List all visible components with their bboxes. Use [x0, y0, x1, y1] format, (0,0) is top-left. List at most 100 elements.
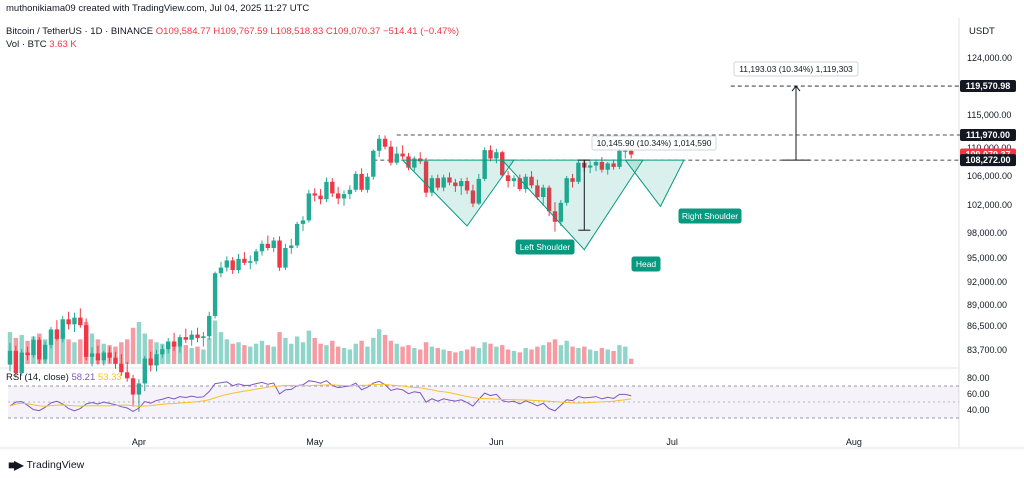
- rsi-label[interactable]: RSI (14, close): [6, 372, 69, 383]
- left-shoulder-label: Left Shoulder: [515, 239, 575, 255]
- candle-body: [277, 240, 282, 268]
- volume-bar: [429, 346, 435, 364]
- volume-bar: [306, 330, 312, 364]
- candle-body: [564, 178, 569, 203]
- candle-body: [628, 150, 634, 155]
- price-tick-label: 89,000.00: [967, 300, 1007, 310]
- left-shoulder-label-bg: [515, 239, 575, 255]
- candle-body: [48, 329, 54, 345]
- volume-bar: [248, 346, 253, 364]
- target-measure-label-bg: [733, 61, 859, 77]
- volume-bar: [488, 343, 493, 364]
- candle-body: [142, 358, 147, 384]
- volume-bar: [587, 349, 593, 364]
- volume-bar: [195, 346, 200, 364]
- price-tick-label: 115,000.00: [967, 110, 1011, 120]
- rsi-legend: RSI (14, close) 58.21 53.33: [6, 372, 122, 383]
- candle-body: [207, 315, 212, 337]
- volume-bar: [470, 346, 476, 364]
- candle-body: [464, 181, 470, 191]
- candle-body: [13, 350, 19, 374]
- candle-body: [476, 178, 481, 204]
- candle-body: [19, 352, 24, 374]
- volume-bar: [376, 329, 382, 364]
- volume-bar: [558, 345, 564, 364]
- volume-bar: [605, 349, 610, 364]
- volume-bar: [494, 346, 499, 364]
- candle-body: [558, 202, 564, 222]
- candle-body: [189, 334, 194, 340]
- volume-bar: [453, 352, 458, 364]
- volume-label[interactable]: Vol · BTC: [6, 39, 47, 50]
- volume-bar: [277, 332, 282, 364]
- price-tick-label: 95,000.00: [967, 253, 1007, 263]
- tv-brand-name: TradingView: [26, 459, 85, 471]
- candle-body: [236, 258, 241, 270]
- candle-body: [107, 352, 112, 358]
- right-shoulder-label-text: Right Shoulder: [682, 211, 738, 221]
- candle-body: [259, 243, 265, 252]
- candle-body: [154, 354, 159, 366]
- volume-bar: [218, 332, 224, 364]
- candle-body: [546, 187, 552, 212]
- rsi-tick-label: 40.00: [967, 405, 990, 415]
- volume-bar: [388, 340, 394, 364]
- candle-body: [599, 162, 605, 170]
- candle-body: [529, 176, 534, 186]
- price-tick-label: 124,000.00: [967, 53, 1012, 63]
- volume-legend: Vol · BTC 3.63 K: [6, 39, 77, 50]
- candle-body: [183, 337, 188, 340]
- candle-body: [95, 353, 101, 361]
- price-tick-label: 86,500.00: [967, 321, 1007, 331]
- tv-logo-icon: ■▶: [8, 458, 24, 472]
- volume-bar: [183, 345, 188, 364]
- volume-bar: [177, 346, 183, 364]
- candle-body: [177, 337, 183, 347]
- head-label: Head: [631, 256, 661, 272]
- candle-body: [42, 344, 48, 360]
- volume-bar: [265, 345, 271, 364]
- candle-body: [60, 319, 65, 339]
- candle-body: [611, 163, 616, 167]
- tradingview-logo[interactable]: ■▶ TradingView: [8, 458, 84, 472]
- candle-body: [330, 181, 335, 194]
- candle-body: [54, 329, 60, 339]
- volume-bar: [166, 345, 171, 364]
- volume-bar: [599, 348, 605, 364]
- volume-bar: [382, 335, 388, 364]
- volume-bar: [335, 346, 341, 364]
- symbol-name[interactable]: Bitcoin / TetherUS · 1D · BINANCE: [6, 26, 154, 37]
- currency-unit[interactable]: USDT: [969, 26, 995, 37]
- candle-body: [253, 251, 259, 262]
- candle-body: [423, 161, 429, 193]
- volume-value: 3.63 K: [49, 39, 77, 50]
- target-measure-label: 11,193.03 (10.34%) 1,119,303: [733, 61, 859, 77]
- candle-body: [605, 163, 610, 170]
- volume-bar: [253, 343, 259, 364]
- candle-body: [300, 220, 306, 224]
- candle-body: [587, 165, 593, 168]
- volume-bar: [189, 348, 194, 364]
- candle-body: [195, 334, 200, 338]
- volume-bar: [294, 336, 300, 364]
- volume-bar: [564, 340, 569, 364]
- right-shoulder-label: Right Shoulder: [678, 208, 742, 224]
- ohlc-high: H109,767.59: [213, 26, 268, 37]
- candle-body: [412, 158, 417, 168]
- candle-body: [347, 189, 353, 195]
- candle-body: [66, 319, 71, 325]
- volume-bar: [476, 348, 481, 364]
- candle-body: [312, 193, 317, 196]
- candle-body: [523, 176, 528, 190]
- volume-bar: [66, 339, 71, 364]
- candle-body: [148, 358, 153, 366]
- volume-bar: [136, 321, 142, 364]
- price-tag-label: 111,970.00: [966, 130, 1010, 140]
- rsi-ma-value: 53.33: [97, 372, 122, 383]
- head-measure-label-bg: [591, 135, 717, 151]
- candle-body: [400, 153, 405, 157]
- volume-bar: [271, 346, 276, 364]
- volume-bar: [236, 342, 241, 364]
- candle-body: [201, 336, 206, 338]
